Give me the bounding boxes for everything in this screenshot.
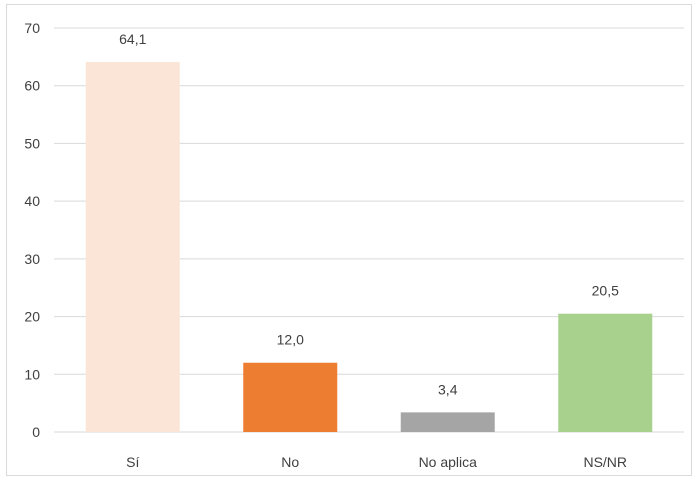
bar-1 [243,362,338,432]
data-label: 12,0 [277,332,304,348]
y-tick-label: 70 [24,20,40,36]
x-tick-label: Sí [126,454,139,470]
bar-2 [400,412,495,432]
y-tick-label: 20 [24,309,40,325]
x-tick-label: NS/NR [583,454,627,470]
y-tick-label: 50 [24,135,40,151]
bar-3 [558,313,653,432]
y-tick-label: 60 [24,78,40,94]
x-tick-label: No [281,454,299,470]
data-label: 3,4 [438,381,458,397]
bars [85,62,653,433]
data-label: 20,5 [592,283,619,299]
x-tick-label: No aplica [419,454,478,470]
value-labels: 64,1 12,0 3,4 20,5 [119,31,619,397]
y-tick-label: 30 [24,251,40,267]
y-tick-label: 0 [32,424,40,440]
y-tick-label: 40 [24,193,40,209]
bar-0 [85,62,180,433]
y-tick-label: 10 [24,366,40,382]
y-axis-ticks: 0 10 20 30 40 50 60 70 [24,20,40,440]
x-axis-ticks: Sí No No aplica NS/NR [126,454,627,470]
data-label: 64,1 [119,31,146,47]
